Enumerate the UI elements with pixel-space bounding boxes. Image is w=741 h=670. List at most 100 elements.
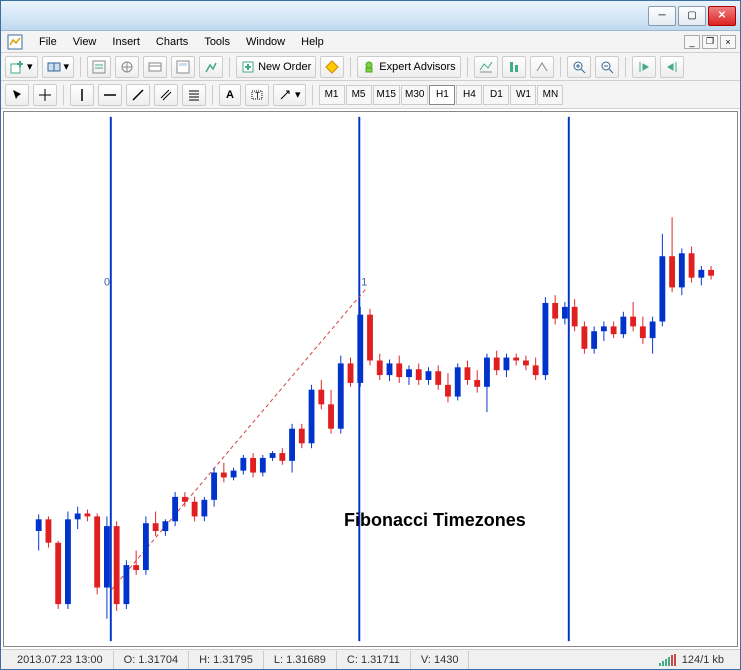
expert-advisors-button[interactable]: Expert Advisors [357, 56, 460, 78]
arrows-icon [278, 88, 292, 102]
chart-area[interactable]: 01 Fibonacci Timezones [3, 111, 738, 647]
status-open: O: 1.31704 [114, 651, 189, 669]
zoom-out-icon [600, 60, 614, 74]
close-button[interactable]: ✕ [708, 6, 736, 26]
indicators-button[interactable] [474, 56, 498, 78]
toolbar-main: ▾ ▾ New Order Expert Advisors [1, 53, 740, 81]
auto-scroll-icon [665, 60, 679, 74]
cursor-button[interactable] [5, 84, 29, 106]
timeframe-w1[interactable]: W1 [510, 85, 536, 105]
profiles-button[interactable]: ▾ [42, 56, 75, 78]
connection-bars-icon [659, 654, 676, 666]
periodicity-button[interactable] [502, 56, 526, 78]
menu-window[interactable]: Window [238, 34, 293, 50]
timeframe-d1[interactable]: D1 [483, 85, 509, 105]
trendline-button[interactable] [126, 84, 150, 106]
status-volume: V: 1430 [411, 651, 470, 669]
timeframe-m30[interactable]: M30 [401, 85, 428, 105]
new-order-button[interactable]: New Order [236, 56, 316, 78]
zoom-in-icon [572, 60, 586, 74]
status-close: C: 1.31711 [337, 651, 411, 669]
data-window-icon [176, 60, 190, 74]
data-window-button[interactable] [171, 56, 195, 78]
mdi-close-button[interactable]: × [720, 35, 736, 49]
zoom-out-button[interactable] [595, 56, 619, 78]
navigator-button[interactable] [115, 56, 139, 78]
templates-button[interactable] [530, 56, 554, 78]
horizontal-line-button[interactable] [98, 84, 122, 106]
status-low: L: 1.31689 [264, 651, 337, 669]
timeframe-m5[interactable]: M5 [346, 85, 372, 105]
metaquotes-button[interactable] [320, 56, 344, 78]
crosshair-icon [38, 88, 52, 102]
indicators-icon [479, 60, 493, 74]
statusbar: 2013.07.23 13:00 O: 1.31704 H: 1.31795 L… [1, 649, 740, 669]
toolbar-drawing: A T ▾ M1M5M15M30H1H4D1W1MN [1, 81, 740, 109]
minimize-button[interactable]: ─ [648, 6, 676, 26]
mdi-restore-button[interactable]: ❐ [702, 35, 718, 49]
maximize-button[interactable]: ▢ [678, 6, 706, 26]
plus-chart-icon [10, 60, 24, 74]
app-window: ─ ▢ ✕ FileViewInsertChartsToolsWindowHel… [0, 0, 741, 670]
new-order-label: New Order [258, 61, 311, 73]
svg-text:1: 1 [361, 276, 367, 288]
channel-icon [159, 88, 173, 102]
shift-end-icon [637, 60, 651, 74]
strategy-tester-button[interactable] [199, 56, 223, 78]
periodicity-icon [507, 60, 521, 74]
templates-icon [535, 60, 549, 74]
text-label-button[interactable]: T [245, 84, 269, 106]
new-chart-button[interactable]: ▾ [5, 56, 38, 78]
timeframe-h1[interactable]: H1 [429, 85, 455, 105]
market-watch-icon [92, 60, 106, 74]
vertical-line-icon [75, 88, 89, 102]
cursor-icon [10, 88, 24, 102]
strategy-tester-icon [204, 60, 218, 74]
expert-advisors-label: Expert Advisors [379, 61, 455, 73]
expert-advisors-icon [362, 60, 376, 74]
diamond-icon [325, 60, 339, 74]
market-watch-button[interactable] [87, 56, 111, 78]
menu-insert[interactable]: Insert [104, 34, 148, 50]
timeframe-m1[interactable]: M1 [319, 85, 345, 105]
crosshair-button[interactable] [33, 84, 57, 106]
status-connection: 124/1 kb [649, 651, 734, 669]
status-connection-label: 124/1 kb [682, 654, 724, 666]
titlebar: ─ ▢ ✕ [1, 1, 740, 31]
arrows-button[interactable]: ▾ [273, 84, 306, 106]
menu-charts[interactable]: Charts [148, 34, 196, 50]
candlestick-chart: 01 [4, 112, 737, 646]
vertical-line-button[interactable] [70, 84, 94, 106]
app-logo-icon [5, 33, 25, 51]
terminal-icon [148, 60, 162, 74]
equidistant-channel-button[interactable] [154, 84, 178, 106]
svg-text:0: 0 [104, 276, 110, 288]
status-high: H: 1.31795 [189, 651, 264, 669]
terminal-button[interactable] [143, 56, 167, 78]
text-button[interactable]: A [219, 84, 241, 106]
zoom-in-button[interactable] [567, 56, 591, 78]
menu-help[interactable]: Help [293, 34, 332, 50]
fibonacci-icon [187, 88, 201, 102]
chart-annotation: Fibonacci Timezones [344, 510, 526, 531]
navigator-icon [120, 60, 134, 74]
horizontal-line-icon [103, 88, 117, 102]
timeframe-m15[interactable]: M15 [373, 85, 400, 105]
menu-file[interactable]: File [31, 34, 65, 50]
mdi-minimize-button[interactable]: _ [684, 35, 700, 49]
profiles-icon [47, 60, 61, 74]
fibonacci-button[interactable] [182, 84, 206, 106]
text-label-icon: T [250, 88, 264, 102]
timeframe-mn[interactable]: MN [537, 85, 563, 105]
shift-end-button[interactable] [632, 56, 656, 78]
menubar: FileViewInsertChartsToolsWindowHelp _ ❐ … [1, 31, 740, 53]
new-order-icon [241, 60, 255, 74]
text-icon: A [226, 89, 234, 101]
svg-text:T: T [255, 91, 260, 100]
status-datetime: 2013.07.23 13:00 [7, 651, 114, 669]
auto-scroll-button[interactable] [660, 56, 684, 78]
menu-view[interactable]: View [65, 34, 105, 50]
timeframe-h4[interactable]: H4 [456, 85, 482, 105]
menu-tools[interactable]: Tools [196, 34, 238, 50]
trendline-icon [131, 88, 145, 102]
